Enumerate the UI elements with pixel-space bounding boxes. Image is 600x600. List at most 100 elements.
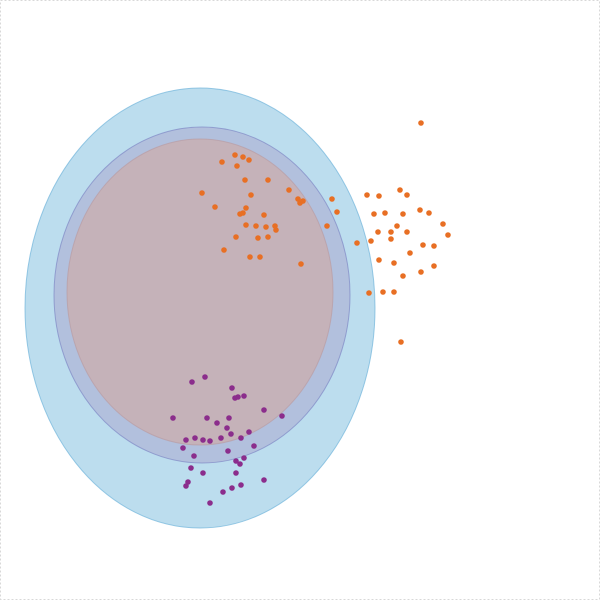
series-1-point: [248, 192, 254, 198]
series-1-point: [232, 152, 238, 158]
series-1-point: [400, 211, 406, 217]
series-1-point: [431, 263, 437, 269]
series-2-point: [261, 407, 267, 413]
series-2-point: [235, 394, 241, 400]
series-1-point: [368, 238, 374, 244]
series-1-point: [246, 157, 252, 163]
series-1-point: [404, 192, 410, 198]
series-1-point: [375, 229, 381, 235]
series-1-point: [400, 273, 406, 279]
series-2-point: [224, 425, 230, 431]
series-1-point: [265, 177, 271, 183]
series-1-point: [221, 247, 227, 253]
series-1-point: [263, 224, 269, 230]
series-2-point: [170, 415, 176, 421]
series-1-point: [404, 229, 410, 235]
series-1-point: [265, 234, 271, 240]
series-2-point: [183, 437, 189, 443]
series-1-point: [420, 242, 426, 248]
series-2-point: [188, 465, 194, 471]
series-1-point: [298, 261, 304, 267]
series-2-point: [229, 385, 235, 391]
series-2-point: [180, 445, 186, 451]
series-1-point: [255, 235, 261, 241]
series-1-point: [247, 254, 253, 260]
series-1-point: [286, 187, 292, 193]
series-1-point: [233, 234, 239, 240]
series-2-point: [225, 448, 231, 454]
series-1-point: [261, 212, 267, 218]
series-1-point: [257, 254, 263, 260]
series-2-point: [183, 483, 189, 489]
series-1-point: [240, 154, 246, 160]
series-2-point: [279, 413, 285, 419]
series-1-point: [243, 205, 249, 211]
series-2-point: [189, 379, 195, 385]
series-2-point: [241, 455, 247, 461]
series-1-point: [388, 236, 394, 242]
series-1-point: [243, 222, 249, 228]
series-2-point: [233, 470, 239, 476]
series-2-point: [191, 453, 197, 459]
series-1-point: [391, 260, 397, 266]
series-2-point: [261, 477, 267, 483]
series-1-point: [371, 211, 377, 217]
series-1-point: [391, 289, 397, 295]
series-1-point: [273, 227, 279, 233]
point-layer: [170, 120, 451, 506]
series-1: [199, 120, 451, 345]
series-1-point: [364, 192, 370, 198]
series-1-point: [376, 193, 382, 199]
series-2-point: [192, 435, 198, 441]
series-1-point: [418, 120, 424, 126]
series-1-point: [426, 210, 432, 216]
ellipse-layer: [24, 87, 376, 529]
series-1-point: [354, 240, 360, 246]
series-2-point: [233, 458, 239, 464]
series-1-point: [380, 289, 386, 295]
series-2-point: [251, 443, 257, 449]
series-1-point: [334, 209, 340, 215]
series-2-point: [214, 420, 220, 426]
series-1-point: [431, 243, 437, 249]
series-1-point: [240, 210, 246, 216]
series-2-point: [218, 435, 224, 441]
series-1-point: [212, 204, 218, 210]
series-1-point: [253, 223, 259, 229]
series-2-point: [238, 482, 244, 488]
series-1-point: [440, 221, 446, 227]
series-2-point: [204, 415, 210, 421]
series-1-point: [324, 223, 330, 229]
series-1-point: [418, 269, 424, 275]
series-1-point: [242, 177, 248, 183]
series-2-point: [238, 435, 244, 441]
series-1-point: [234, 163, 240, 169]
series-2-point: [229, 485, 235, 491]
series-1-point: [199, 190, 205, 196]
series-2-point: [200, 470, 206, 476]
series-2-point: [226, 415, 232, 421]
series-1-point: [388, 229, 394, 235]
ellipse-region-3: [66, 138, 334, 446]
series-1-point: [417, 207, 423, 213]
series-1-point: [300, 198, 306, 204]
series-1-point: [445, 232, 451, 238]
series-2-point: [220, 489, 226, 495]
series-1-point: [382, 210, 388, 216]
series-2-point: [207, 500, 213, 506]
series-2-point: [200, 437, 206, 443]
series-1-point: [397, 187, 403, 193]
series-2-point: [207, 438, 213, 444]
series-2-point: [246, 429, 252, 435]
series-2: [170, 374, 285, 506]
series-1-point: [329, 196, 335, 202]
series-2-point: [228, 431, 234, 437]
series-1-point: [366, 290, 372, 296]
series-1-point: [394, 223, 400, 229]
series-1-point: [407, 250, 413, 256]
series-2-point: [241, 393, 247, 399]
series-2-point: [237, 461, 243, 467]
series-1-point: [219, 159, 225, 165]
